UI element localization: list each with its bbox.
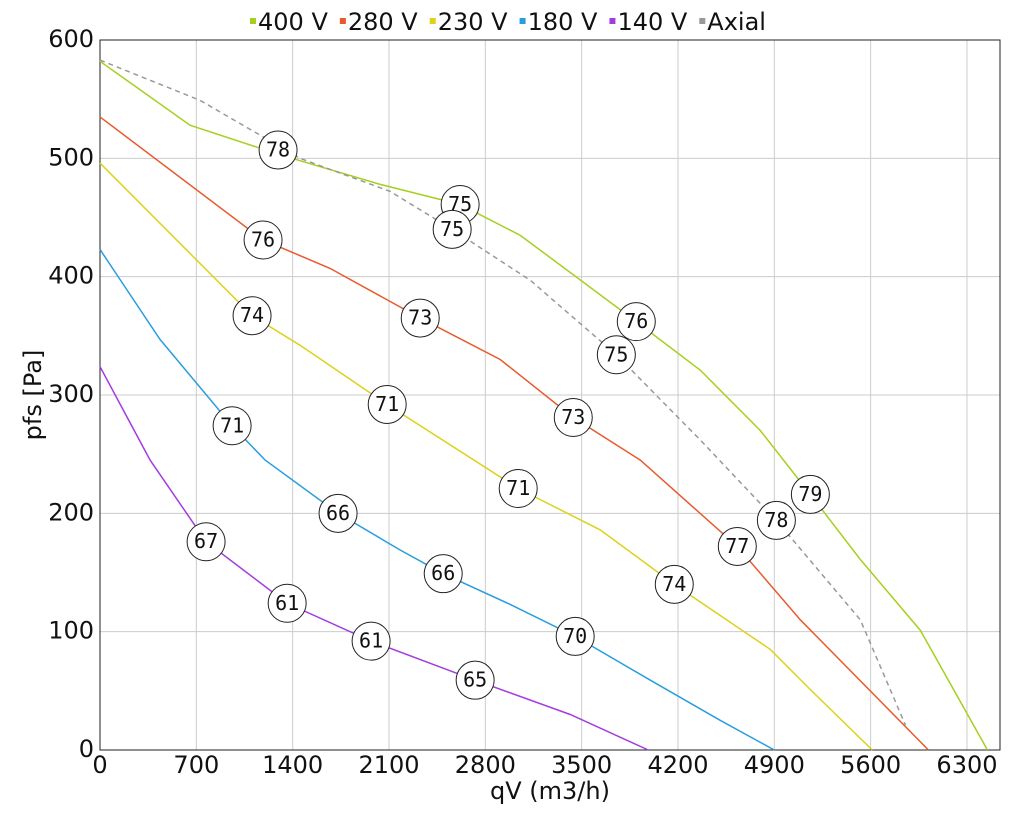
x-tick-label: 0	[92, 751, 107, 779]
marker-label: 75	[440, 217, 464, 241]
series-line	[99, 116, 929, 751]
marker-circle	[756, 500, 796, 540]
x-tick-label: 700	[173, 751, 219, 779]
marker-label: 65	[463, 668, 487, 692]
marker-label: 75	[604, 342, 628, 366]
series-line	[99, 162, 873, 751]
x-tick-label: 5600	[840, 751, 901, 779]
marker-circle	[351, 621, 391, 661]
x-tick-label: 4900	[744, 751, 805, 779]
marker-label: 67	[194, 529, 218, 553]
marker-circle	[186, 522, 226, 562]
marker-label: 71	[375, 392, 399, 416]
marker-label: 70	[563, 624, 587, 648]
marker-label: 71	[220, 413, 244, 437]
marker-label: 61	[359, 629, 383, 653]
marker-label: 77	[725, 534, 749, 558]
marker-circle	[432, 209, 472, 249]
y-tick-label: 100	[48, 617, 94, 645]
marker-label: 66	[431, 561, 455, 585]
marker-circle	[367, 384, 407, 424]
marker-label: 73	[561, 405, 585, 429]
x-tick-label: 1400	[262, 751, 323, 779]
legend-label: 280 V	[348, 8, 418, 36]
marker-label: 74	[240, 303, 264, 327]
series-line	[99, 59, 907, 726]
legend-swatch	[250, 18, 256, 24]
y-tick-label: 300	[48, 380, 94, 408]
plot-frame	[99, 39, 1001, 751]
x-tick-label: 6300	[936, 751, 997, 779]
y-tick-label: 0	[79, 735, 94, 763]
marker-circle	[423, 554, 463, 594]
marker-circle	[654, 564, 694, 604]
marker-circle	[243, 220, 283, 260]
y-tick-label: 400	[48, 262, 94, 290]
marker-label: 78	[764, 508, 788, 532]
legend-label: 140 V	[617, 8, 687, 36]
legend-swatch	[339, 18, 346, 24]
y-tick-label: 200	[48, 498, 94, 526]
marker-circle	[455, 660, 495, 700]
marker-label: 78	[266, 138, 290, 162]
marker-circle	[232, 296, 272, 336]
series-line	[99, 60, 989, 751]
marker-circle	[258, 130, 298, 170]
legend-swatch	[429, 18, 436, 24]
marker-circle	[267, 583, 307, 623]
legend-swatch	[699, 18, 706, 24]
marker-label: 66	[326, 501, 350, 525]
legend-label: Axial	[707, 8, 766, 36]
marker-circle	[400, 298, 440, 338]
x-tick-label: 2800	[455, 751, 516, 779]
x-axis-label: qV (m3/h)	[490, 777, 610, 805]
marker-circle	[318, 493, 358, 533]
marker-circle	[498, 468, 538, 508]
marker-label: 76	[624, 309, 648, 333]
x-tick-label: 4200	[647, 751, 708, 779]
legend-swatch	[519, 18, 526, 24]
y-axis-label: pfs [Pa]	[19, 350, 47, 441]
legend-swatch	[609, 18, 616, 24]
marker-label: 61	[275, 591, 299, 615]
marker-label: 76	[251, 227, 275, 251]
marker-label: 73	[408, 306, 432, 330]
marker-circle	[616, 302, 656, 342]
legend-label: 230 V	[438, 8, 508, 36]
y-tick-label: 500	[48, 143, 94, 171]
marker-label: 71	[506, 476, 530, 500]
marker-circle	[596, 335, 636, 375]
y-tick-label: 600	[48, 25, 94, 53]
x-tick-label: 3500	[551, 751, 612, 779]
series-line	[99, 366, 649, 751]
legend-label: 180 V	[528, 8, 598, 36]
marker-circle	[212, 406, 252, 446]
marker-label: 79	[798, 482, 822, 506]
marker-label: 74	[662, 572, 686, 596]
legend-label: 400 V	[258, 8, 328, 36]
x-tick-label: 2100	[358, 751, 419, 779]
marker-circle	[553, 397, 593, 437]
marker-circle	[555, 616, 595, 656]
marker-circle	[717, 526, 757, 566]
marker-circle	[790, 474, 830, 514]
